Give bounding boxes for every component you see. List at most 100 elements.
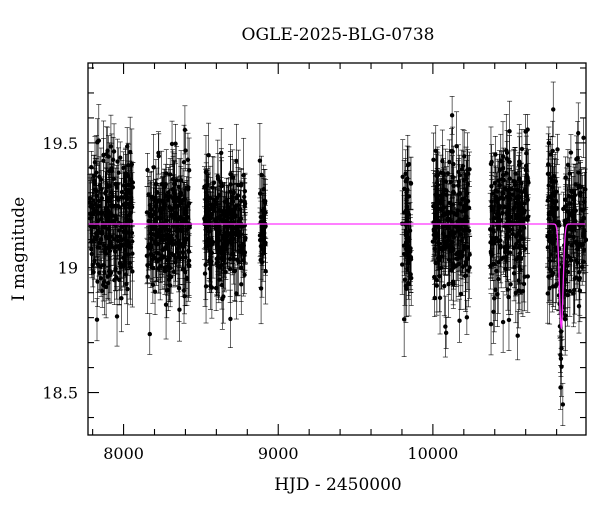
data-point (89, 229, 95, 279)
x-tick-label: 9000 (258, 444, 299, 463)
data-point (458, 178, 464, 229)
data-point (219, 248, 225, 282)
data-point (501, 147, 507, 213)
data-point (580, 184, 586, 235)
data-point (204, 170, 210, 215)
data-point (573, 236, 579, 285)
data-point (128, 160, 134, 235)
x-axis-label: HJD - 2450000 (274, 475, 402, 495)
data-point (90, 177, 96, 246)
data-point (241, 178, 247, 216)
data-point (213, 207, 219, 250)
data-point (439, 175, 445, 217)
y-tick-label: 19.5 (42, 134, 78, 153)
data-point (129, 225, 135, 258)
data-point (150, 229, 156, 283)
data-point (431, 182, 437, 231)
data-point (442, 295, 448, 358)
data-point (159, 150, 165, 218)
data-point (176, 217, 182, 268)
data-point (405, 178, 411, 247)
data-point (514, 222, 520, 296)
data-point (506, 207, 512, 256)
data-point (507, 178, 513, 219)
data-point (116, 182, 122, 232)
data-point (123, 254, 129, 295)
data-point (450, 244, 456, 283)
data-point (463, 182, 469, 252)
data-point (95, 193, 101, 248)
model-curve-group (88, 223, 586, 330)
data-point (228, 191, 234, 261)
data-point (153, 202, 159, 242)
data-point (237, 190, 243, 228)
data-point (506, 279, 512, 315)
data-point (213, 265, 219, 311)
data-point (488, 293, 494, 356)
data-point (567, 196, 573, 262)
data-point (87, 174, 93, 231)
data-point (454, 111, 460, 181)
data-point (439, 223, 445, 290)
data-point (558, 365, 564, 410)
data-point (176, 277, 182, 342)
data-point (219, 268, 225, 330)
data-point (448, 175, 454, 250)
data-point (500, 150, 506, 186)
data-point (145, 153, 151, 187)
data-point (163, 270, 169, 340)
data-point (467, 236, 473, 299)
data-point (563, 188, 569, 257)
data-point (117, 141, 123, 174)
data-point (105, 228, 111, 267)
data-points (87, 81, 589, 426)
data-point (462, 242, 468, 310)
data-point (172, 238, 178, 286)
data-point (550, 81, 556, 138)
data-point (170, 155, 176, 225)
data-point (457, 239, 463, 276)
data-point (448, 230, 454, 272)
model-curve (88, 223, 586, 330)
data-point (177, 230, 183, 286)
data-point (167, 164, 173, 229)
data-point (498, 133, 504, 189)
data-point (118, 264, 124, 333)
data-point (236, 189, 242, 254)
data-point (400, 139, 406, 215)
data-point (519, 187, 525, 229)
data-point (507, 135, 513, 189)
data-point (546, 250, 552, 304)
data-point (96, 254, 102, 292)
data-point (162, 172, 168, 239)
data-point (164, 262, 170, 319)
data-point (219, 157, 225, 215)
data-point (525, 114, 531, 145)
data-point (173, 234, 179, 282)
data-point (241, 137, 247, 213)
data-point (504, 130, 510, 176)
data-point (166, 217, 172, 266)
data-point (173, 123, 179, 164)
data-point (516, 253, 522, 329)
data-point (242, 234, 248, 271)
data-point (488, 126, 494, 202)
y-tick-label: 18.5 (42, 384, 78, 403)
data-point (523, 135, 529, 171)
data-point (216, 261, 222, 298)
data-point (492, 152, 498, 215)
data-point (186, 225, 192, 296)
data-point (93, 185, 99, 224)
data-point (120, 242, 126, 288)
data-point (451, 176, 457, 208)
data-point (145, 239, 151, 315)
data-point (518, 234, 524, 283)
data-point (512, 150, 518, 220)
data-point (432, 184, 438, 252)
data-point (259, 227, 265, 298)
data-point (214, 189, 220, 247)
data-point (496, 188, 502, 224)
data-point (91, 241, 97, 303)
data-point (463, 237, 469, 293)
data-point (91, 242, 97, 280)
